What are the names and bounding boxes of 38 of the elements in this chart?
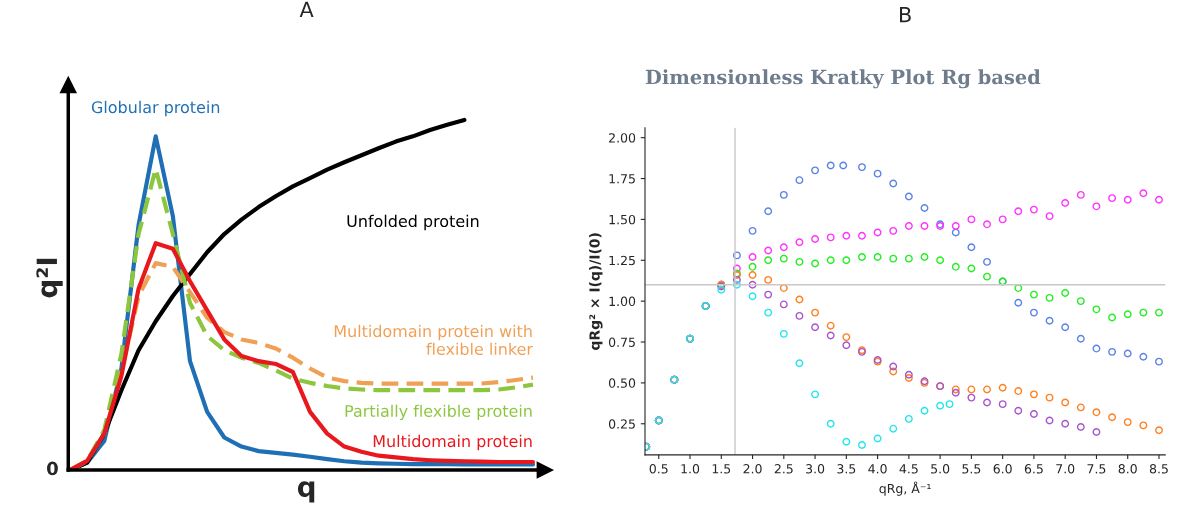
x-tick-label: 3.0 xyxy=(806,464,825,474)
x-tick-label: 3.5 xyxy=(837,464,856,474)
text: 0 xyxy=(47,461,58,476)
y-axis-title: qRg² × I(q)/I(0) xyxy=(589,233,603,350)
x-tick-label: 1.0 xyxy=(681,464,700,474)
y-tick-label: 1.75 xyxy=(609,174,635,184)
x-tick-label: 6.0 xyxy=(993,464,1012,474)
series-label: Multidomain protein with flexible linker xyxy=(334,324,533,356)
chart-title: B xyxy=(900,6,911,23)
y-tick-label: 0.75 xyxy=(608,337,635,347)
y-tick-label: 0.50 xyxy=(608,378,636,388)
y-tick-label: 1.25 xyxy=(609,255,635,266)
y-tick-label: 2.00 xyxy=(609,133,636,143)
x-tick-label: 1.5 xyxy=(712,464,731,474)
x-tick-label: 2.0 xyxy=(743,464,762,474)
x-tick-label: 5.0 xyxy=(931,464,950,474)
series-label: Partially flexible protein xyxy=(345,404,532,421)
y-tick-label: 1.50 xyxy=(609,214,636,225)
series-label: Globular protein xyxy=(91,100,220,117)
x-tick-label: 7.0 xyxy=(1056,464,1075,474)
x-tick-label: 0.5 xyxy=(649,464,668,474)
x-tick-label: 4.0 xyxy=(868,464,887,474)
chart-subtitle: Dimensionless Kratky Plot Rg based xyxy=(645,69,1041,89)
x-axis-title: q xyxy=(297,481,315,503)
x-tick-label: 5.5 xyxy=(962,464,981,474)
x-axis-title: qRg, Å⁻¹ xyxy=(879,481,931,496)
x-tick-label: 8.5 xyxy=(1149,464,1168,474)
y-axis-title: q²I xyxy=(36,258,63,298)
y-tick-label: 0.25 xyxy=(608,419,635,429)
y-tick-label: 1.00 xyxy=(609,296,636,307)
x-tick-label: 6.5 xyxy=(1024,464,1043,474)
x-tick-label: 2.5 xyxy=(774,464,793,474)
series-label: Multidomain protein xyxy=(373,434,532,451)
x-tick-label: 7.5 xyxy=(1087,464,1106,474)
x-tick-label: 8.0 xyxy=(1118,464,1137,474)
x-tick-label: 4.5 xyxy=(899,464,918,474)
text: Unfolded protein xyxy=(347,214,479,231)
chart-title: A xyxy=(299,1,314,18)
